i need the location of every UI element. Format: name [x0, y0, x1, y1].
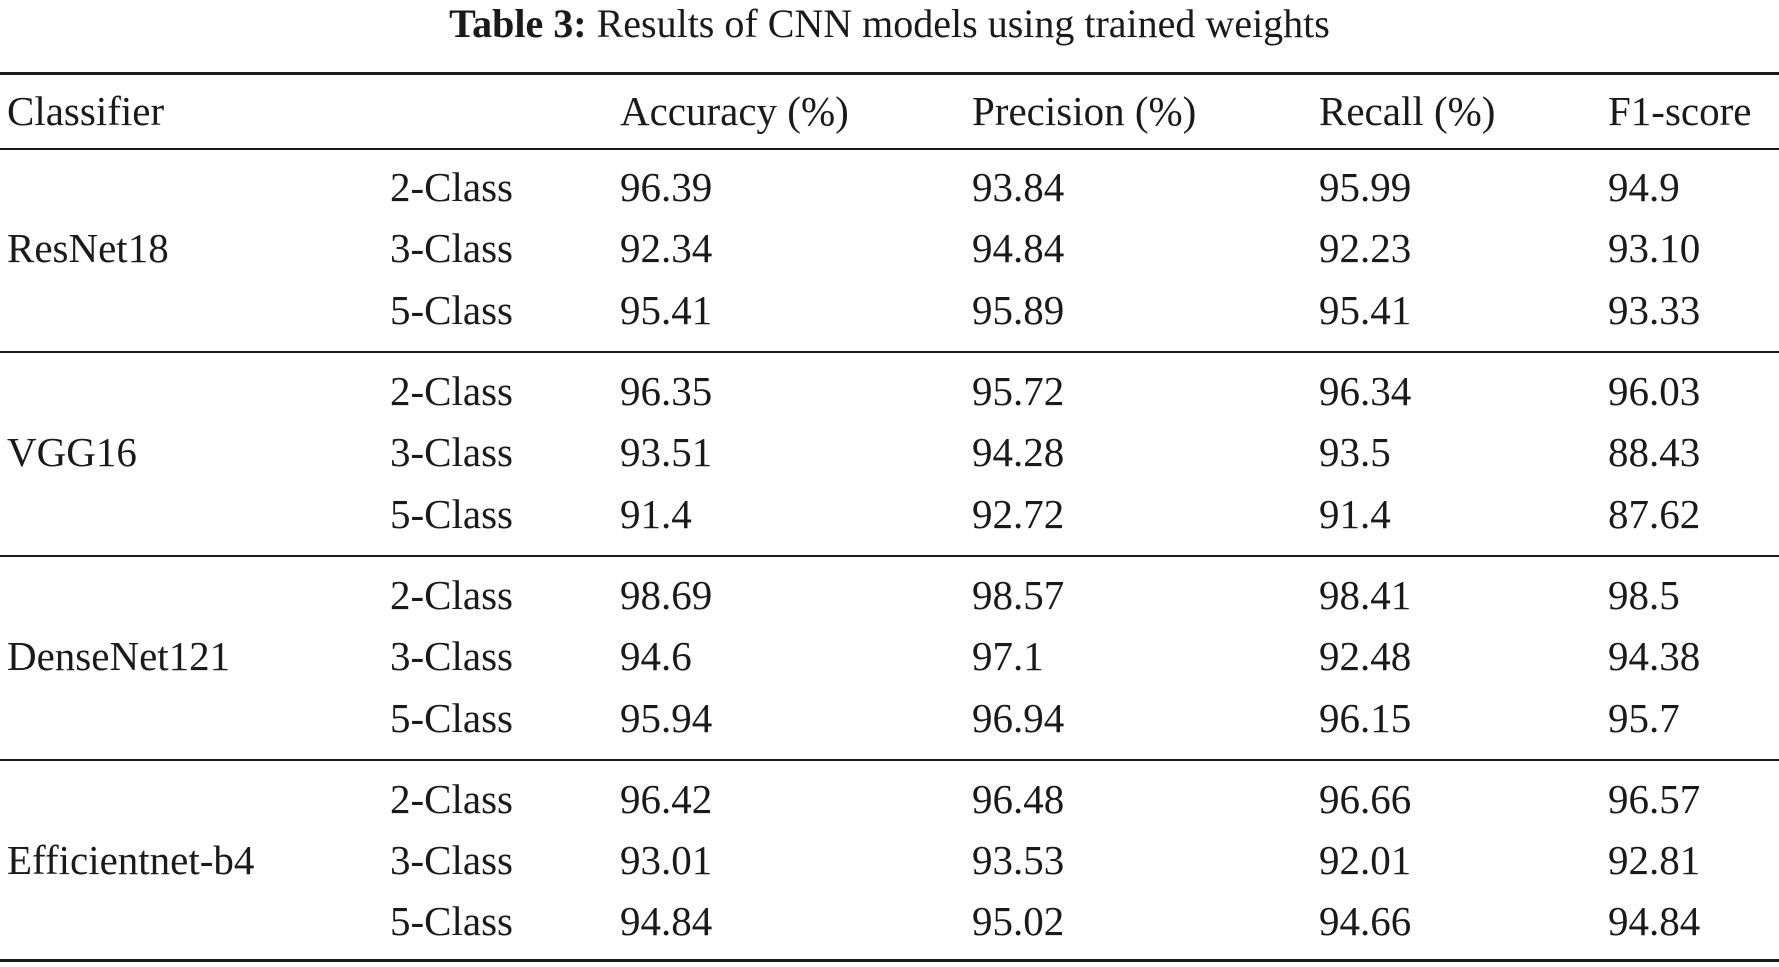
accuracy-value: 95.94 [620, 695, 713, 741]
accuracy-value: 96.35 [620, 368, 713, 414]
f1-value: 96.57 [1608, 776, 1701, 822]
header-recall: Recall (%) [1319, 88, 1496, 134]
recall-value: 93.5 [1319, 429, 1391, 475]
precision-value: 97.1 [972, 633, 1044, 679]
accuracy-value: 96.39 [620, 164, 713, 210]
recall-value: 92.48 [1319, 633, 1412, 679]
accuracy-value: 98.69 [620, 572, 713, 618]
class-label: 2-Class [390, 368, 513, 414]
header-accuracy: Accuracy (%) [620, 88, 849, 134]
class-label: 5-Class [390, 695, 513, 741]
precision-value: 92.72 [972, 491, 1065, 537]
precision-value: 95.02 [972, 898, 1065, 944]
recall-value: 96.66 [1319, 776, 1412, 822]
accuracy-value: 92.34 [620, 225, 713, 271]
recall-value: 94.66 [1319, 898, 1412, 944]
f1-value: 94.38 [1608, 633, 1701, 679]
class-label: 3-Class [390, 429, 513, 475]
class-label: 2-Class [390, 776, 513, 822]
accuracy-value: 94.6 [620, 633, 692, 679]
f1-value: 93.10 [1608, 225, 1701, 271]
precision-value: 98.57 [972, 572, 1065, 618]
header-classifier: Classifier [7, 88, 165, 134]
accuracy-value: 96.42 [620, 776, 713, 822]
f1-value: 95.7 [1608, 695, 1680, 741]
recall-value: 92.23 [1319, 225, 1412, 271]
bottom-rule [0, 959, 1779, 962]
precision-value: 94.84 [972, 225, 1065, 271]
header-f1-score: F1-score [1608, 88, 1752, 134]
group-divider [0, 351, 1779, 353]
recall-value: 95.99 [1319, 164, 1412, 210]
f1-value: 94.9 [1608, 164, 1680, 210]
accuracy-value: 93.51 [620, 429, 713, 475]
precision-value: 93.84 [972, 164, 1065, 210]
class-label: 5-Class [390, 898, 513, 944]
precision-value: 95.72 [972, 368, 1065, 414]
class-label: 5-Class [390, 287, 513, 333]
top-rule [0, 72, 1779, 75]
f1-value: 87.62 [1608, 491, 1701, 537]
f1-value: 93.33 [1608, 287, 1701, 333]
f1-value: 98.5 [1608, 572, 1680, 618]
f1-value: 92.81 [1608, 837, 1701, 883]
precision-value: 94.28 [972, 429, 1065, 475]
accuracy-value: 91.4 [620, 491, 692, 537]
recall-value: 96.34 [1319, 368, 1412, 414]
f1-value: 96.03 [1608, 368, 1701, 414]
precision-value: 93.53 [972, 837, 1065, 883]
model-name: VGG16 [7, 429, 137, 475]
model-name: Efficientnet-b4 [7, 837, 255, 883]
precision-value: 95.89 [972, 287, 1065, 333]
table-caption-text: Results of CNN models using trained weig… [596, 1, 1330, 46]
precision-value: 96.48 [972, 776, 1065, 822]
precision-value: 96.94 [972, 695, 1065, 741]
recall-value: 95.41 [1319, 287, 1412, 333]
group-divider [0, 555, 1779, 557]
group-divider [0, 759, 1779, 761]
f1-value: 88.43 [1608, 429, 1701, 475]
class-label: 5-Class [390, 491, 513, 537]
recall-value: 92.01 [1319, 837, 1412, 883]
class-label: 3-Class [390, 837, 513, 883]
class-label: 3-Class [390, 633, 513, 679]
f1-value: 94.84 [1608, 898, 1701, 944]
recall-value: 96.15 [1319, 695, 1412, 741]
model-name: ResNet18 [7, 225, 169, 271]
table-caption: Table 3: Results of CNN models using trai… [0, 2, 1779, 46]
class-label: 3-Class [390, 225, 513, 271]
class-label: 2-Class [390, 164, 513, 210]
recall-value: 91.4 [1319, 491, 1391, 537]
header-rule [0, 148, 1779, 150]
accuracy-value: 93.01 [620, 837, 713, 883]
accuracy-value: 94.84 [620, 898, 713, 944]
header-precision: Precision (%) [972, 88, 1197, 134]
recall-value: 98.41 [1319, 572, 1412, 618]
class-label: 2-Class [390, 572, 513, 618]
table-caption-label: Table 3: [449, 1, 587, 46]
model-name: DenseNet121 [7, 633, 231, 679]
accuracy-value: 95.41 [620, 287, 713, 333]
